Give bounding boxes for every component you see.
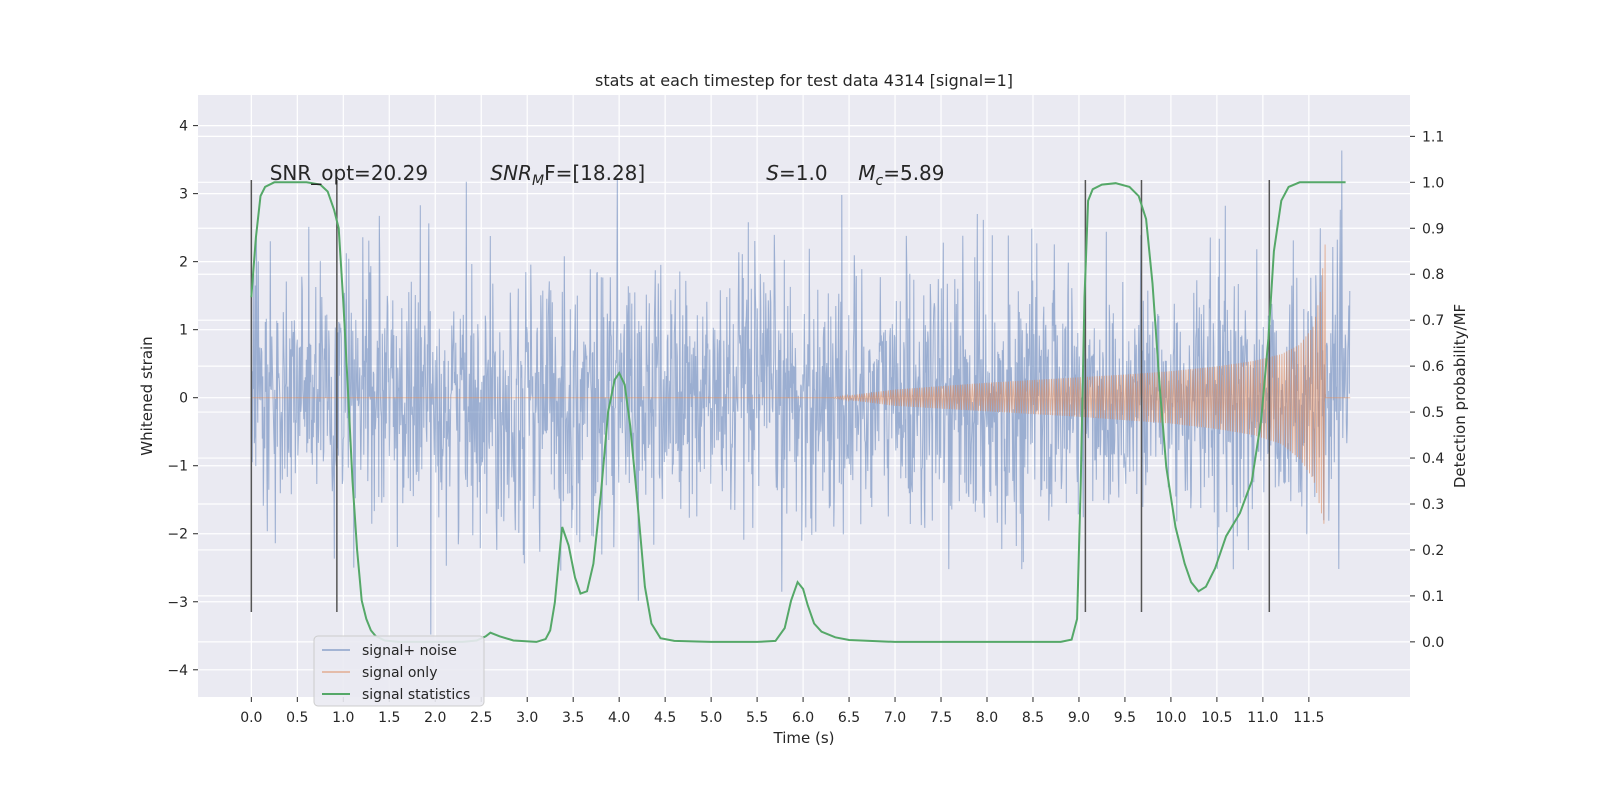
y2-tick-label-11: 1.1 bbox=[1422, 129, 1444, 145]
x-tick-label-8: 4.0 bbox=[608, 710, 630, 726]
signal-statistics-series bbox=[250, 181, 1346, 643]
annotation-symbol: M bbox=[858, 161, 875, 185]
legend: signal+ noise signal only signal statistic… bbox=[313, 635, 485, 707]
x-tick-label-19: 9.5 bbox=[1114, 710, 1136, 726]
y2-tick-label-8: 0.8 bbox=[1422, 267, 1444, 283]
x-tick-label-13: 6.5 bbox=[838, 710, 860, 726]
y2-tick-label-6: 0.6 bbox=[1422, 359, 1444, 375]
annotation-3: Mc=5.89 bbox=[858, 161, 944, 189]
x-tick-label-5: 2.5 bbox=[470, 710, 492, 726]
x-tick-label-18: 9.0 bbox=[1068, 710, 1090, 726]
y-tick-label-7: 3 bbox=[179, 187, 188, 203]
legend-label-0: signal+ noise bbox=[362, 643, 457, 659]
x-tick-label-23: 11.5 bbox=[1293, 710, 1324, 726]
annotation-suffix: =1.0 bbox=[779, 161, 828, 185]
annotation-suffix: =5.89 bbox=[883, 161, 944, 185]
annotation-symbol: S bbox=[766, 161, 779, 185]
annotation-1: SNRMF=[18.28] bbox=[490, 161, 645, 189]
annotation-prefix: SNR_opt= bbox=[270, 161, 371, 185]
y-tick-label-8: 4 bbox=[179, 119, 188, 135]
chart-title: stats at each timestep for test data 431… bbox=[595, 71, 1013, 90]
annotation-suffix: 20.29 bbox=[371, 161, 428, 185]
annotation-subscript: c bbox=[876, 173, 884, 189]
y2-tick-label-7: 0.7 bbox=[1422, 313, 1444, 329]
y2-tick-label-9: 0.9 bbox=[1422, 221, 1444, 237]
signal-statistics-line bbox=[250, 181, 1346, 643]
y-tick-label-5: 1 bbox=[179, 323, 188, 339]
y2-tick-label-10: 1.0 bbox=[1422, 175, 1444, 191]
y-ticks: −4 −3 −2 −1 0 1 2 3 4 bbox=[167, 119, 198, 679]
y2-ticks: 0.0 0.1 0.2 0.3 0.4 0.5 0.6 0.7 0.8 0.9 1.0 1.1 bbox=[1410, 129, 1444, 651]
x-tick-label-17: 8.5 bbox=[1022, 710, 1044, 726]
signal-only-line bbox=[251, 244, 1351, 524]
y-tick-label-3: −1 bbox=[167, 459, 188, 475]
annotation-2: S=1.0 bbox=[766, 161, 827, 185]
y-tick-label-1: −3 bbox=[167, 595, 188, 611]
y2-tick-label-3: 0.3 bbox=[1422, 497, 1444, 513]
legend-label-1: signal only bbox=[362, 665, 437, 681]
vertical-markers bbox=[250, 180, 1271, 612]
x-tick-label-20: 10.0 bbox=[1155, 710, 1186, 726]
x-tick-label-4: 2.0 bbox=[424, 710, 446, 726]
annotation-subscript: M bbox=[532, 173, 544, 189]
x-tick-label-2: 1.0 bbox=[332, 710, 354, 726]
y2-axis-label: Detection probability/MF bbox=[1451, 304, 1469, 488]
x-tick-label-11: 5.5 bbox=[746, 710, 768, 726]
x-tick-label-16: 8.0 bbox=[976, 710, 998, 726]
annotation-symbol: SNR bbox=[490, 161, 532, 185]
y-tick-label-0: −4 bbox=[167, 663, 188, 679]
y2-tick-label-1: 0.1 bbox=[1422, 589, 1444, 605]
x-tick-label-14: 7.0 bbox=[884, 710, 906, 726]
y2-tick-label-4: 0.4 bbox=[1422, 451, 1444, 467]
annotations: SNR_opt=20.29 SNRMF=[18.28] S=1.0 Mc=5.89 bbox=[270, 161, 945, 189]
y2-tick-label-2: 0.2 bbox=[1422, 543, 1444, 559]
legend-label-2: signal statistics bbox=[362, 687, 470, 703]
x-tick-label-10: 5.0 bbox=[700, 710, 722, 726]
annotation-0: SNR_opt=20.29 bbox=[270, 161, 428, 185]
y-axis-label: Whitened strain bbox=[138, 336, 156, 455]
x-axis-label: Time (s) bbox=[773, 729, 835, 747]
y2-tick-label-5: 0.5 bbox=[1422, 405, 1444, 421]
y-tick-label-4: 0 bbox=[179, 391, 188, 407]
x-tick-label-22: 11.0 bbox=[1247, 710, 1278, 726]
annotation-suffix: F=[18.28] bbox=[544, 161, 645, 185]
x-tick-label-0: 0.0 bbox=[240, 710, 262, 726]
y-tick-label-6: 2 bbox=[179, 255, 188, 271]
x-tick-label-15: 7.5 bbox=[930, 710, 952, 726]
x-tick-label-1: 0.5 bbox=[286, 710, 308, 726]
x-tick-label-6: 3.0 bbox=[516, 710, 538, 726]
x-ticks: 0.0 0.5 1.0 1.5 2.0 2.5 3.0 3.5 4.0 4.5 5.0 5.5 6.0 6… bbox=[240, 697, 1324, 726]
x-tick-label-21: 10.5 bbox=[1201, 710, 1232, 726]
y2-tick-label-0: 0.0 bbox=[1422, 635, 1444, 651]
x-tick-label-9: 4.5 bbox=[654, 710, 676, 726]
x-tick-label-12: 6.0 bbox=[792, 710, 814, 726]
y-tick-label-2: −2 bbox=[167, 527, 188, 543]
signal-only-series bbox=[251, 244, 1351, 524]
legend-box bbox=[313, 635, 485, 707]
x-tick-label-7: 3.5 bbox=[562, 710, 584, 726]
x-tick-label-3: 1.5 bbox=[378, 710, 400, 726]
